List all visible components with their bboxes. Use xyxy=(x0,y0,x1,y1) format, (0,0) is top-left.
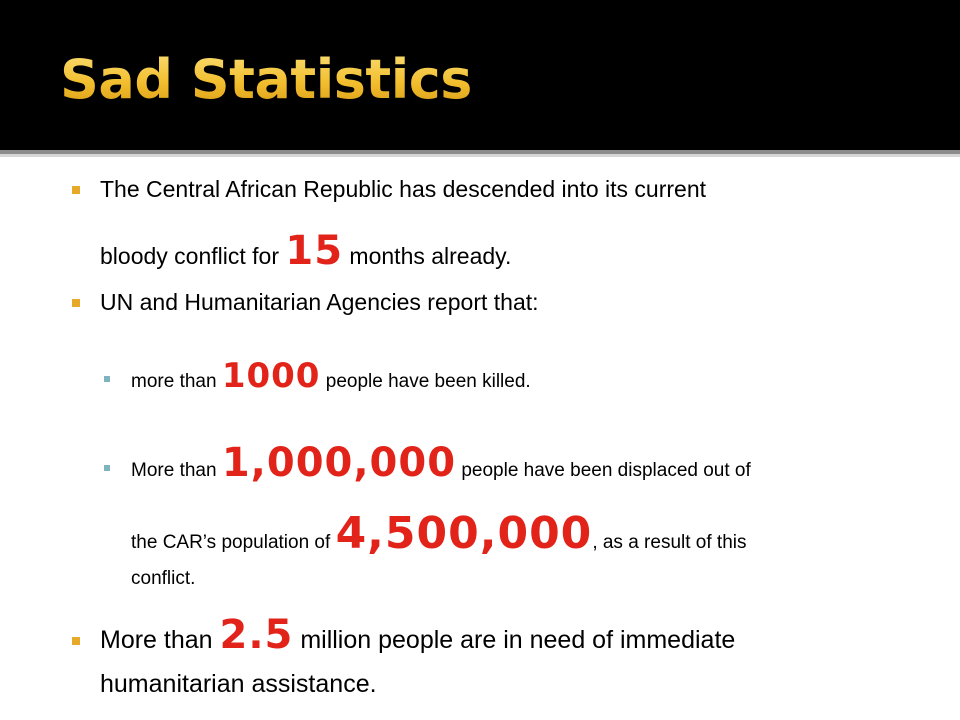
bullet-marker-icon xyxy=(72,637,80,645)
bullet-marker-icon xyxy=(72,299,80,307)
bullet-3-line2: humanitarian assistance. xyxy=(100,670,377,698)
sub-bullet-2-line3: conflict. xyxy=(131,568,196,589)
sub-bullet-2-post: people have been displaced out of xyxy=(456,460,751,481)
title-divider-light xyxy=(0,154,960,157)
bullet-1-text-pre: bloody conflict for xyxy=(100,243,286,269)
title-divider xyxy=(0,150,960,154)
bullet-marker-icon xyxy=(72,186,80,194)
title-band: Sad Statistics xyxy=(0,0,960,150)
bullet-2-line: UN and Humanitarian Agencies report that… xyxy=(100,289,539,316)
sub-bullet-1-line: more than 1000 people have been killed. xyxy=(131,356,531,396)
sub-bullet-1-post: people have been killed. xyxy=(320,371,531,392)
stat-displaced: 1,000,000 xyxy=(221,440,457,486)
bullet-1-text: The Central African Republic has descend… xyxy=(100,176,706,202)
bullet-3-line-1: More than 2.5 million people are in need… xyxy=(100,612,735,658)
sub-bullet-2-line-2: the CAR’s population of 4,500,000, as a … xyxy=(131,508,747,559)
sub-bullet-2-line2-pre: the CAR’s population of xyxy=(131,532,336,553)
sub-bullet-2-line-1: More than 1,000,000 people have been dis… xyxy=(131,440,751,486)
bullet-1-line-1: The Central African Republic has descend… xyxy=(100,176,706,203)
bullet-2-text: UN and Humanitarian Agencies report that… xyxy=(100,289,539,315)
stat-need-assistance: 2.5 xyxy=(219,612,294,658)
sub-bullet-marker-icon xyxy=(104,376,110,382)
sub-bullet-1-pre: more than xyxy=(131,371,222,392)
bullet-1-text-post: months already. xyxy=(343,243,512,269)
stat-killed: 1000 xyxy=(221,356,321,396)
bullet-3-line-2: humanitarian assistance. xyxy=(100,670,377,699)
sub-bullet-marker-icon xyxy=(104,465,110,471)
bullet-1-line-2: bloody conflict for 15 months already. xyxy=(100,228,511,274)
sub-bullet-2-line2-post: , as a result of this xyxy=(592,532,747,553)
sub-bullet-2-pre: More than xyxy=(131,460,222,481)
stat-population: 4,500,000 xyxy=(335,508,593,559)
bullet-3-post: million people are in need of immediate xyxy=(293,626,736,654)
stat-months: 15 xyxy=(285,228,344,274)
slide-title: Sad Statistics xyxy=(60,48,472,111)
bullet-3-pre: More than xyxy=(100,626,220,654)
sub-bullet-2-line-3: conflict. xyxy=(131,568,195,590)
